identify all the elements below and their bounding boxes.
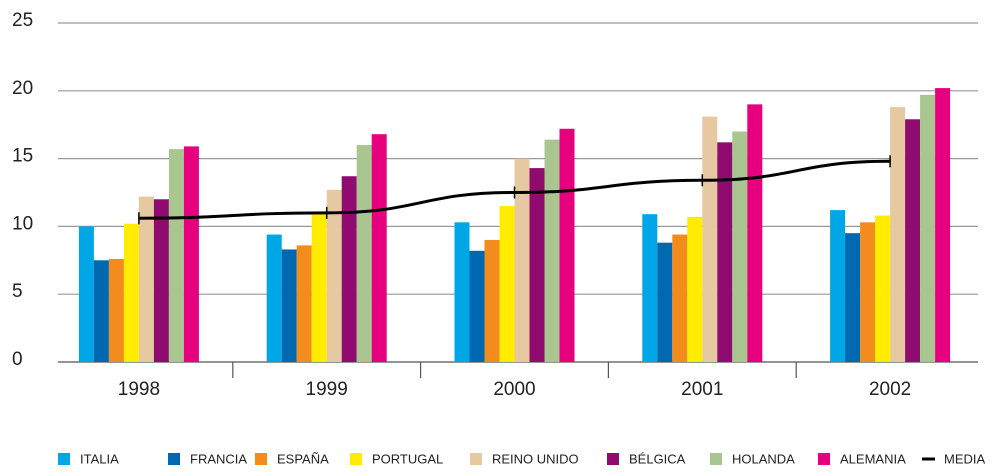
legend-swatch [607,453,619,465]
bar [341,176,357,362]
x-tick-label: 1998 [118,379,160,400]
legend-label: ALEMANIA [840,451,906,466]
bar [326,189,342,362]
bar [905,119,921,362]
legend-label: ITALIA [80,451,119,466]
bar [454,222,470,362]
legend-label: FRANCIA [190,451,247,466]
legend-label: REINO UNIDO [492,451,579,466]
bar [860,222,876,362]
bar [371,134,387,362]
legend-label: ESPAÑA [277,451,329,466]
bar [559,128,575,362]
bar [108,258,124,362]
y-tick-label: 0 [12,349,23,370]
bar [78,226,94,362]
legend-swatch [168,453,180,465]
legend-label: HOLANDA [732,451,795,466]
bar [875,215,891,362]
bar [672,234,688,362]
bar [717,142,733,362]
bar [642,214,658,362]
bar [266,234,282,362]
legend-swatch [470,453,482,465]
bar [123,223,139,362]
bar [296,245,312,362]
bar [845,233,861,362]
bar [281,249,297,362]
x-tick-label: 1999 [306,379,348,400]
bar [732,131,748,362]
bar [138,196,154,362]
bar [499,206,515,362]
x-tick-label: 2000 [493,379,535,400]
bar [529,168,545,362]
bar [311,214,327,362]
legend-label: PORTUGAL [372,451,443,466]
x-tick-label: 2001 [681,379,723,400]
bar [183,146,199,362]
legend-label: BÉLGICA [629,451,686,466]
legend-swatch [255,453,267,465]
bar [93,260,109,362]
bar [484,239,500,362]
bar [153,199,169,362]
legend-swatch [350,453,362,465]
y-tick-label: 5 [12,281,23,302]
legend-swatch [58,453,70,465]
bar [514,158,530,362]
y-tick-label: 10 [12,213,33,234]
bar [657,242,673,362]
bar [356,145,372,362]
bar [920,94,936,363]
bar [469,250,485,362]
bar [830,210,846,362]
legend-swatch [818,453,830,465]
y-tick-label: 20 [12,78,33,99]
y-tick-label: 25 [12,10,33,31]
bar [702,116,718,363]
x-tick-label: 2002 [869,379,911,400]
bar [168,149,184,362]
bar [935,88,951,362]
bar [544,139,560,362]
bar [747,104,763,363]
bar [687,216,703,362]
legend-swatch [710,453,722,465]
legend-label: MEDIA [944,451,986,466]
bar [890,107,906,363]
y-tick-label: 15 [12,146,33,167]
